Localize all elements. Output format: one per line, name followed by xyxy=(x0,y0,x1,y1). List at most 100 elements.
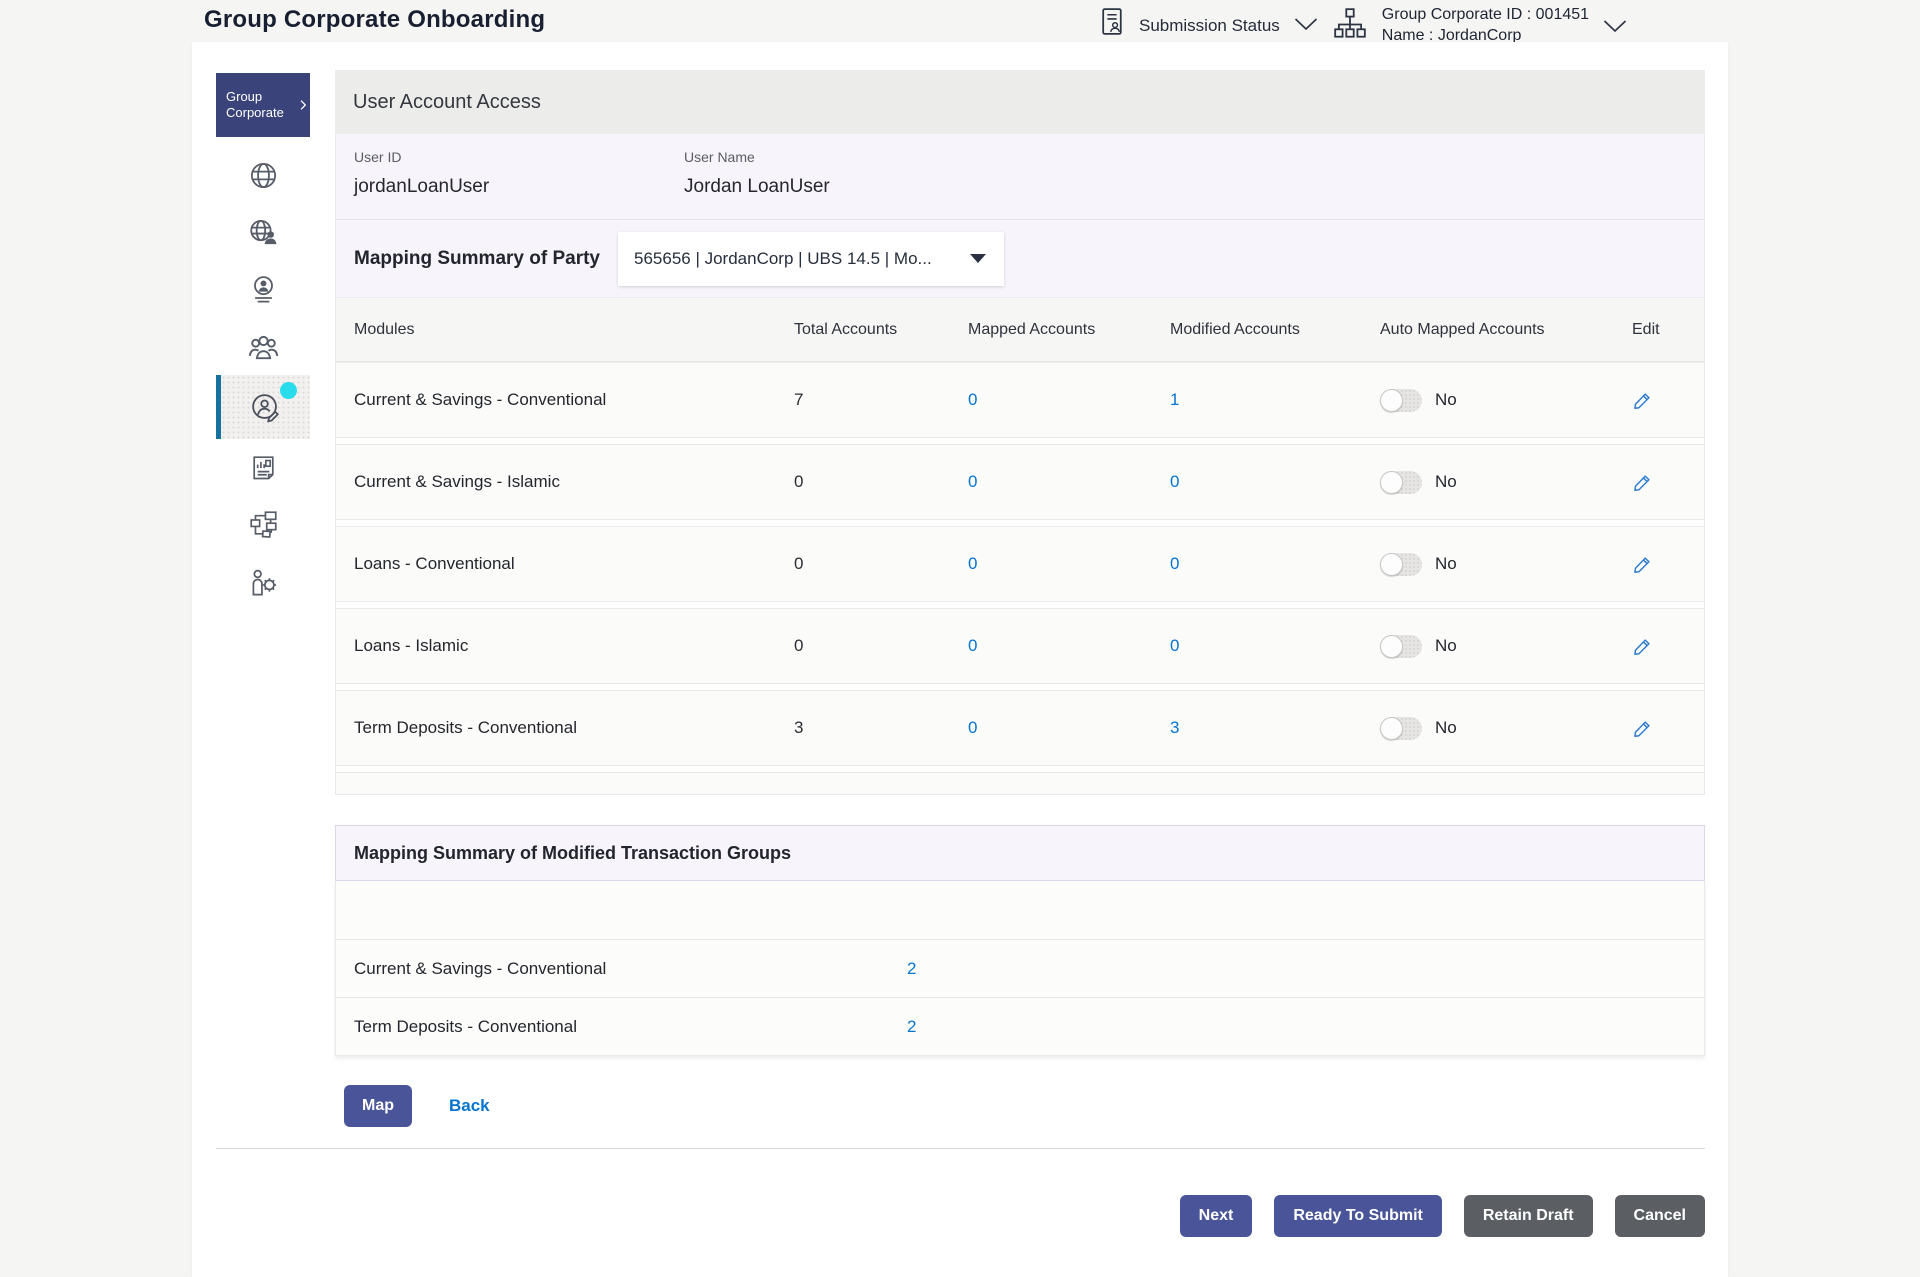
cancel-button[interactable]: Cancel xyxy=(1614,1195,1705,1237)
edit-button[interactable] xyxy=(1632,636,1704,657)
user-name-value: Jordan LoanUser xyxy=(684,176,830,197)
auto-mapped-cell: No xyxy=(1380,716,1632,740)
modified-group-row: Term Deposits - Conventional 2 xyxy=(336,997,1704,1055)
sidebar-group-corporate-badge[interactable]: Group Corporate xyxy=(216,73,310,137)
mapped-accounts-link[interactable]: 0 xyxy=(968,718,978,737)
auto-mapped-state: No xyxy=(1435,472,1457,491)
edit-button[interactable] xyxy=(1632,390,1704,411)
group-corporate-info: Group Corporate ID : 001451 Name : Jorda… xyxy=(1382,4,1589,46)
toggle-knob xyxy=(1380,716,1403,740)
party-select-value: 565656 | JordanCorp | UBS 14.5 | Mo... xyxy=(634,248,932,268)
modified-group-label: Current & Savings - Conventional xyxy=(354,958,607,978)
edit-button[interactable] xyxy=(1632,472,1704,493)
auto-mapped-state: No xyxy=(1435,718,1457,737)
pencil-icon xyxy=(1634,474,1650,491)
auto-mapped-toggle[interactable] xyxy=(1380,634,1422,658)
toggle-knob xyxy=(1380,552,1403,576)
module-name: Loans - Islamic xyxy=(354,636,469,655)
toggle-knob xyxy=(1380,470,1403,494)
edit-button[interactable] xyxy=(1632,554,1704,575)
sidebar-item-user-account-access[interactable] xyxy=(216,375,310,439)
map-button[interactable]: Map xyxy=(344,1085,412,1127)
sidebar-item-enterprise-onboarding[interactable] xyxy=(216,147,310,204)
modified-accounts-link[interactable]: 1 xyxy=(1170,390,1180,409)
mapped-accounts-link[interactable]: 0 xyxy=(968,636,978,655)
party-summary-row: Mapping Summary of Party 565656 | Jordan… xyxy=(336,220,1704,298)
module-name: Term Deposits - Conventional xyxy=(354,718,577,737)
module-name: Current & Savings - Conventional xyxy=(354,390,607,409)
user-account-access-icon xyxy=(252,393,280,422)
sidebar-item-user-group[interactable] xyxy=(216,318,310,375)
mapped-accounts-link[interactable]: 0 xyxy=(968,390,978,409)
report-icon xyxy=(252,456,274,480)
modified-accounts-link[interactable]: 3 xyxy=(1170,718,1180,737)
modified-groups-spacer xyxy=(336,881,1704,939)
table-row: Loans - Conventional 0 0 0 No xyxy=(336,526,1704,602)
module-name: Loans - Conventional xyxy=(354,554,515,573)
party-select-dropdown[interactable]: 565656 | JordanCorp | UBS 14.5 | Mo... xyxy=(618,231,1004,286)
auto-mapped-toggle[interactable] xyxy=(1380,470,1422,494)
next-button[interactable]: Next xyxy=(1179,1195,1253,1237)
toggle-knob xyxy=(1380,634,1403,658)
workflow-icon xyxy=(249,511,277,538)
user-profile-icon xyxy=(253,276,273,303)
group-corporate-badge-label: Group Corporate xyxy=(226,89,284,120)
modified-accounts-link[interactable]: 0 xyxy=(1170,554,1180,573)
table-row: Loans - Islamic 0 0 0 No xyxy=(336,608,1704,684)
dropdown-arrow-icon xyxy=(970,254,986,263)
total-accounts-value: 3 xyxy=(794,718,804,737)
modified-group-row: Current & Savings - Conventional 2 xyxy=(336,939,1704,997)
table-row-clipped: No xyxy=(336,772,1704,794)
table-body: Current & Savings - Conventional 7 0 1 N… xyxy=(336,362,1704,794)
ready-to-submit-button[interactable]: Ready To Submit xyxy=(1274,1195,1442,1237)
group-corporate-selector[interactable]: Group Corporate ID : 001451 Name : Jorda… xyxy=(1332,4,1627,46)
col-total-accounts: Total Accounts xyxy=(794,320,898,338)
sidebar-item-report[interactable] xyxy=(216,439,310,496)
modified-accounts-link[interactable]: 0 xyxy=(1170,636,1180,655)
page-title: Group Corporate Onboarding xyxy=(204,6,546,33)
sidebar-item-party-details[interactable] xyxy=(216,204,310,261)
modified-groups-body: Current & Savings - Conventional 2 Term … xyxy=(335,881,1705,1056)
main-panel: User Account Access User ID jordanLoanUs… xyxy=(335,70,1705,1127)
total-accounts-value: 7 xyxy=(794,390,804,409)
content-card: Group Corporate User A xyxy=(192,42,1728,1277)
submission-status-dropdown[interactable]: Submission Status xyxy=(1100,4,1318,42)
sidebar-item-workflow[interactable] xyxy=(216,496,310,553)
retain-draft-button[interactable]: Retain Draft xyxy=(1463,1195,1593,1237)
footer-actions: Next Ready To Submit Retain Draft Cancel xyxy=(1179,1195,1705,1237)
user-group-icon xyxy=(248,335,278,360)
mapped-accounts-link[interactable]: 0 xyxy=(968,472,978,491)
col-modified-accounts: Modified Accounts xyxy=(1170,320,1300,338)
modified-accounts-link[interactable]: 0 xyxy=(1170,472,1180,491)
party-summary-label: Mapping Summary of Party xyxy=(354,247,600,269)
back-link[interactable]: Back xyxy=(449,1096,490,1115)
submission-status-icon xyxy=(1100,4,1125,42)
edit-button[interactable] xyxy=(1632,718,1704,739)
pencil-icon xyxy=(1634,720,1650,737)
mapped-accounts-link[interactable]: 0 xyxy=(968,554,978,573)
modified-groups-title: Mapping Summary of Modified Transaction … xyxy=(335,825,1705,881)
toggle-knob xyxy=(1380,388,1403,412)
globe-user-icon xyxy=(249,219,276,245)
org-chart-icon xyxy=(1332,5,1368,46)
col-auto-mapped-accounts: Auto Mapped Accounts xyxy=(1380,320,1545,338)
chevron-down-icon xyxy=(1603,12,1627,38)
modified-group-count-link[interactable]: 2 xyxy=(907,958,917,978)
sidebar-item-user-profile[interactable] xyxy=(216,261,310,318)
pencil-icon xyxy=(1634,638,1650,655)
user-name-field: User Name Jordan LoanUser xyxy=(684,149,1686,219)
modified-groups-section: Mapping Summary of Modified Transaction … xyxy=(335,825,1705,1056)
group-corporate-name: Name : JordanCorp xyxy=(1381,27,1522,44)
auto-mapped-toggle[interactable] xyxy=(1380,716,1422,740)
modified-group-count-link[interactable]: 2 xyxy=(907,1016,917,1036)
auto-mapped-state: No xyxy=(1435,636,1457,655)
submission-status-label: Submission Status xyxy=(1139,16,1280,35)
modified-groups-title-text: Mapping Summary of Modified Transaction … xyxy=(354,842,792,863)
sidebar-item-user-settings[interactable] xyxy=(216,553,310,610)
auto-mapped-cell: No xyxy=(1380,470,1632,494)
sidebar: Group Corporate xyxy=(216,73,310,610)
total-accounts-value: 0 xyxy=(794,472,804,491)
module-name: Current & Savings - Islamic xyxy=(354,472,560,491)
auto-mapped-toggle[interactable] xyxy=(1380,552,1422,576)
auto-mapped-toggle[interactable] xyxy=(1380,388,1422,412)
